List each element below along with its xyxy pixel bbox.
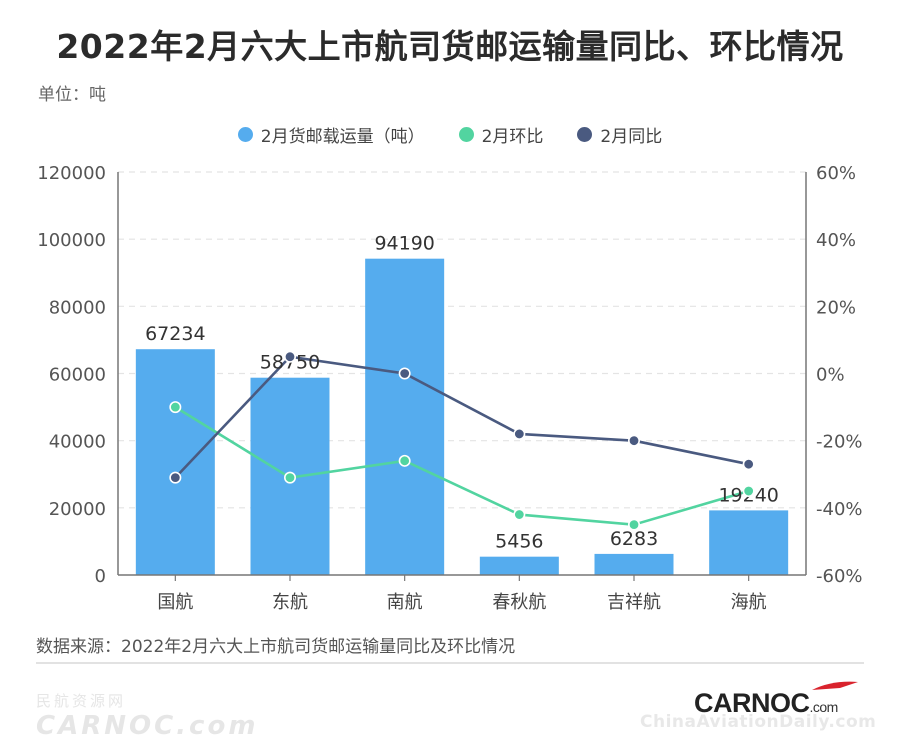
mom-point [513,508,526,521]
left-tick-label: 100000 [37,230,106,251]
bar [709,510,789,575]
yoy-point [513,427,526,440]
bar [135,349,215,575]
left-tick-label: 80000 [49,297,106,318]
watermark-cn: 民航资源网 [36,692,127,710]
legend-swatch-yoy [577,127,593,142]
right-tick-label: 0% [816,365,845,386]
watermark-right: ChinaAviationDaily.com [640,712,877,732]
bar-value-label: 94190 [374,233,434,255]
legend-swatch-mom [458,127,474,142]
category-label: 吉祥航 [607,592,661,613]
mom-point [398,454,411,467]
yoy-point [283,350,296,363]
watermark-en: CARNOC.com [36,711,259,741]
mom-point [627,518,640,531]
bar [365,258,445,575]
left-tick-label: 20000 [49,499,106,520]
category-label: 东航 [272,592,308,613]
logo-suffix: .com [809,699,839,715]
watermark-left: 民航资源网 CARNOC.com [36,690,258,741]
mom-point [283,471,296,484]
legend-item-yoy[interactable]: 2月同比 [577,122,662,147]
legend-label-bar: 2月货邮载运量（吨） [260,127,425,147]
bar-value-label: 6283 [610,528,658,550]
yoy-point [627,434,640,447]
legend: 2月货邮载运量（吨） 2月环比 2月同比 [0,122,900,147]
legend-item-bar[interactable]: 2月货邮载运量（吨） [237,122,425,147]
right-tick-label: 20% [816,297,856,318]
category-label: 南航 [387,592,423,613]
yoy-point [169,471,182,484]
legend-item-mom[interactable]: 2月环比 [458,122,544,147]
carnoc-logo: CARNOC.com [694,688,838,719]
category-label: 海航 [731,592,767,613]
yoy-point [398,367,411,380]
category-label: 春秋航 [492,592,546,613]
divider [36,662,864,664]
right-tick-label: -20% [816,432,863,453]
unit-label: 单位：吨 [38,85,106,105]
legend-swatch-bar [237,127,253,142]
bar-value-label: 5456 [495,531,543,553]
chart-title: 2022年2月六大上市航司货邮运输量同比、环比情况 [56,27,844,66]
logo-swoosh-icon [812,681,858,690]
mom-point [169,401,182,414]
mom-line [174,405,750,526]
left-tick-label: 60000 [49,365,106,386]
category-label: 国航 [157,592,193,613]
right-tick-label: -40% [816,499,863,520]
left-tick-label: 0 [95,566,106,587]
left-tick-label: 40000 [49,432,106,453]
left-tick-label: 120000 [37,163,106,184]
bar [479,556,559,575]
combo-chart: 0 20000 40000 60000 80000 100000 120000 -60% -40… [37,163,863,613]
source-note: 数据来源：2022年2月六大上市航司货邮运输量同比及环比情况 [36,637,516,657]
bar-value-label: 67234 [145,323,205,345]
yoy-point [742,458,755,471]
legend-label-yoy: 2月同比 [600,127,663,147]
right-tick-label: 40% [816,230,856,251]
legend-label-mom: 2月环比 [481,127,544,147]
right-tick-label: -60% [816,566,863,587]
logo-main: CARNOC [694,688,810,718]
bar [594,553,674,575]
yoy-line [174,355,749,479]
right-tick-label: 60% [816,163,856,184]
mom-point [742,485,755,498]
